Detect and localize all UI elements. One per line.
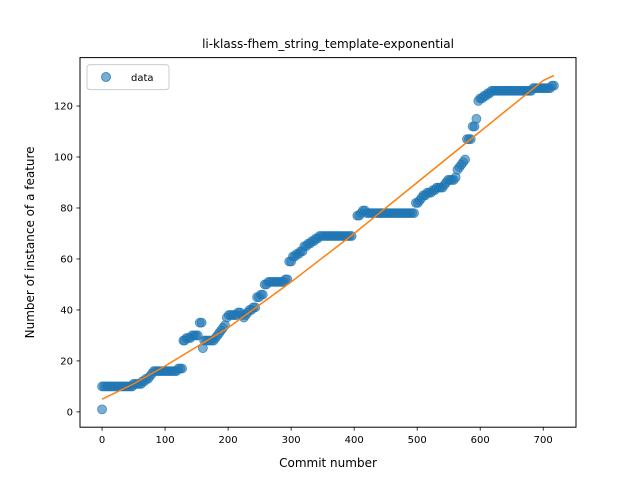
data-point xyxy=(409,208,419,218)
data-point xyxy=(471,113,482,124)
x-tick-label: 200 xyxy=(219,435,238,446)
x-tick-label: 400 xyxy=(345,435,364,446)
fit-line xyxy=(101,74,555,400)
legend-box xyxy=(86,64,170,91)
data-point xyxy=(460,154,470,165)
y-tick-label: 40 xyxy=(60,305,73,316)
data-point xyxy=(177,363,188,374)
data-point xyxy=(257,289,268,300)
y-tick-label: 60 xyxy=(60,254,73,265)
data-point xyxy=(192,330,203,341)
y-tick-label: 100 xyxy=(54,153,73,164)
x-tick-label: 300 xyxy=(282,435,301,446)
axis-ticks: 0 100 200 300 400 500 600 700 0 20 40 60 80 100 120 xyxy=(54,102,553,447)
x-tick-label: 500 xyxy=(408,435,427,446)
plot-area xyxy=(97,74,559,415)
y-axis-label: Number of instance of a feature xyxy=(23,146,37,338)
data-point xyxy=(97,404,107,415)
x-tick-label: 700 xyxy=(534,435,553,446)
x-axis-label: Commit number xyxy=(279,456,377,470)
axes-frame xyxy=(79,57,577,428)
legend-marker-data xyxy=(101,72,111,82)
legend-label-data: data xyxy=(131,73,154,84)
chart-title: li-klass-fhem_string_template-exponentia… xyxy=(202,37,454,51)
data-point xyxy=(196,317,207,328)
y-tick-label: 20 xyxy=(60,356,73,367)
legend: data xyxy=(86,64,170,91)
y-tick-label: 0 xyxy=(67,407,73,418)
x-tick-label: 0 xyxy=(99,435,105,446)
y-tick-label: 80 xyxy=(60,203,73,214)
data-point xyxy=(549,80,559,91)
y-tick-label: 120 xyxy=(54,102,73,113)
x-tick-label: 100 xyxy=(156,435,175,446)
x-tick-label: 600 xyxy=(471,435,490,446)
